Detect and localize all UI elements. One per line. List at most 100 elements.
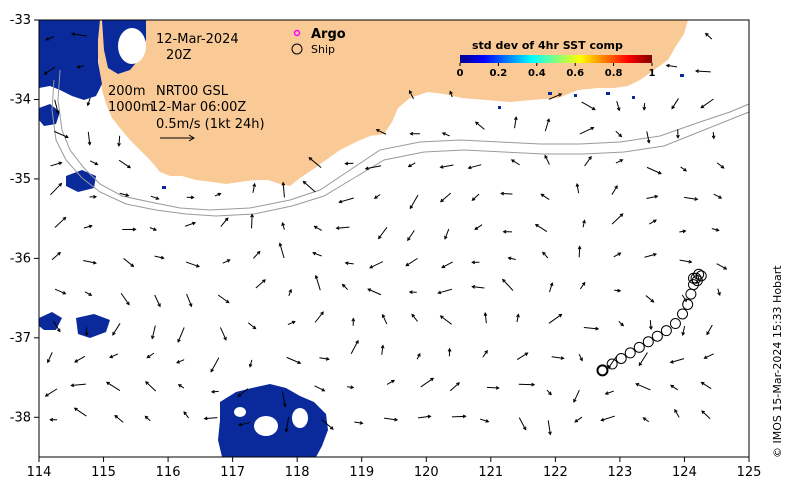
current-vector-head: [546, 118, 551, 123]
current-vector: [354, 421, 363, 424]
current-vector: [701, 382, 712, 390]
current-vector: [548, 314, 562, 324]
current-vector-head: [577, 245, 582, 250]
current-vector-head: [700, 381, 705, 386]
current-vector-head: [369, 265, 374, 269]
current-vector-head: [250, 213, 254, 218]
current-vector: [204, 417, 218, 420]
current-vector-head: [715, 228, 720, 232]
colorbar-tick-label: 0: [457, 68, 464, 79]
depth-label-1000m: 1000m: [108, 100, 154, 115]
current-vector: [615, 130, 622, 137]
current-vector-head: [114, 414, 119, 419]
current-vector-head: [55, 110, 60, 115]
current-vector: [484, 313, 487, 324]
current-vector: [220, 217, 229, 227]
ship-position: [651, 330, 663, 342]
current-vector: [303, 181, 316, 193]
current-vector: [255, 279, 266, 289]
current-vector-head: [502, 229, 507, 234]
current-vector: [177, 327, 185, 343]
current-vector: [508, 257, 516, 261]
current-vector-head: [495, 386, 500, 390]
current-vector: [511, 159, 520, 166]
current-vector: [578, 246, 581, 258]
current-vector: [386, 379, 395, 385]
current-vector-head: [700, 104, 705, 109]
current-vector: [411, 314, 418, 322]
current-vector-head: [682, 229, 687, 234]
current-vector-head: [321, 387, 326, 392]
current-vector-head: [638, 362, 643, 367]
current-vector: [442, 132, 450, 137]
speckle: [632, 96, 635, 99]
current-vector-head: [380, 344, 385, 349]
credit-label: © IMOS 15-Mar-2024 15:33 Hobart: [771, 265, 784, 458]
current-vector: [670, 384, 679, 391]
current-vector-head: [534, 223, 539, 228]
current-vector: [468, 164, 482, 169]
current-vector: [649, 320, 652, 330]
current-vector: [674, 409, 680, 418]
current-vector: [176, 359, 185, 364]
current-vector-head: [43, 71, 48, 75]
current-vector: [89, 160, 98, 165]
current-vector-head: [671, 105, 675, 110]
current-vector: [582, 220, 586, 228]
current-vector: [407, 230, 415, 241]
coastal-speckles: [162, 74, 684, 189]
current-vector-head: [367, 288, 372, 292]
current-vector: [409, 90, 414, 100]
x-tick-label: 121: [478, 465, 503, 480]
current-vector: [321, 419, 334, 430]
colorbar-tick-label: 0.4: [528, 68, 546, 79]
current-vector: [74, 355, 86, 363]
current-vector-head: [302, 180, 307, 185]
current-vector-head: [542, 251, 546, 256]
sst-gap-4: [234, 407, 246, 417]
current-vector-head: [620, 322, 625, 327]
current-vector-head: [57, 251, 61, 256]
ship-marker: [291, 43, 303, 55]
current-vector: [705, 33, 713, 40]
isobath-200m: [57, 69, 750, 211]
current-vector: [77, 65, 85, 68]
current-vector: [217, 294, 230, 304]
current-vector: [701, 410, 711, 420]
current-vector: [581, 101, 596, 111]
current-vector-head: [203, 416, 208, 421]
scale-arrow: [160, 134, 195, 142]
current-vector: [717, 288, 721, 296]
current-vector: [312, 252, 322, 257]
current-vector-head: [711, 135, 716, 140]
current-vector-head: [548, 431, 552, 436]
current-vector: [444, 228, 450, 240]
current-vector-head: [190, 195, 195, 200]
current-vector-head: [93, 194, 98, 199]
current-vector-head: [449, 90, 453, 95]
current-vector-head: [288, 288, 293, 293]
ship-position: [687, 279, 699, 291]
current-vector: [616, 100, 620, 111]
current-vector: [548, 282, 553, 293]
current-vector: [472, 193, 480, 201]
current-vector-head: [70, 32, 75, 37]
current-vector-head: [284, 428, 289, 433]
current-vector-head: [607, 364, 612, 369]
current-vector-head: [262, 279, 266, 283]
current-vector-head: [650, 298, 655, 303]
current-vector: [285, 416, 290, 432]
current-vector-head: [145, 381, 149, 385]
product-label: NRT00 GSL: [156, 84, 229, 99]
x-tick-label: 123: [607, 465, 632, 480]
x-tick-label: 114: [27, 465, 52, 480]
current-vector: [185, 222, 196, 227]
current-vector: [646, 131, 650, 143]
current-vector: [106, 381, 121, 391]
current-vector: [547, 420, 551, 435]
current-vector: [282, 391, 286, 407]
current-vector: [118, 135, 121, 146]
current-vector-head: [45, 37, 50, 41]
current-vector: [638, 352, 648, 366]
ship-position: [624, 347, 636, 359]
